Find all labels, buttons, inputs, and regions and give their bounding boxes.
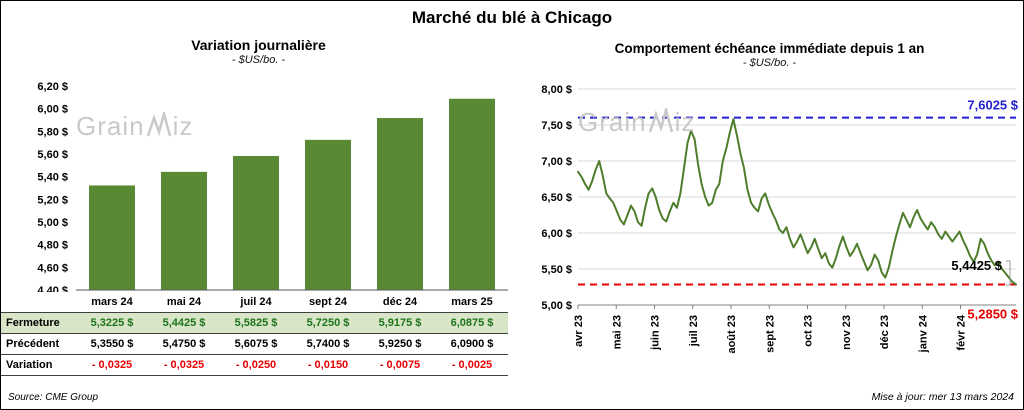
line-x-axis-tick-label: déc 23 <box>879 315 891 349</box>
last-price-bracket <box>1006 260 1011 286</box>
line-x-axis-tick-label: févr 24 <box>956 314 968 350</box>
page-title: Marché du blé à Chicago <box>411 8 613 27</box>
line-x-axis-tick-label: juil 23 <box>688 315 700 347</box>
line-x-axis-tick-label: mai 23 <box>611 315 623 349</box>
table-cell: 5,4425 $ <box>148 312 220 334</box>
reference-line-label: 7,6025 $ <box>967 98 1018 113</box>
source-note: Source: CME Group <box>8 392 99 403</box>
line-y-axis-tick-label: 8,00 $ <box>541 84 572 96</box>
bar-chart-subtitle: - $US/bo. - <box>231 54 286 66</box>
daily-variation-panel: Variation journalière - $US/bo. - Grain … <box>1 35 516 409</box>
line-x-axis-tick-label: oct 23 <box>803 315 815 347</box>
bar-y-axis-tick-label: 4,80 $ <box>37 240 68 252</box>
daily-variation-bar-chart: 6,20 $ 6,00 $ 5,80 $ 5,60 $ 5,40 $ 5,20 $ 5,00… <box>37 81 508 292</box>
bar-y-axis-tick-label: 5,40 $ <box>37 172 68 184</box>
line-x-axis-tick-label: janv 24 <box>917 314 929 353</box>
column-header: déc 24 <box>382 296 418 308</box>
bar-y-axis-tick-label: 5,20 $ <box>37 194 68 206</box>
reference-line-label: 5,2850 $ <box>967 306 1018 321</box>
table-cell: 5,9175 $ <box>364 312 436 334</box>
row-label: Variation <box>1 354 76 376</box>
line-y-axis-tick-label: 6,00 $ <box>541 228 572 240</box>
table-cell: - 0,0025 <box>436 354 508 376</box>
table-row-precedent: Précédent 5,3550 $ 5,4750 $ 5,6075 $ 5,7… <box>1 333 508 355</box>
bar-y-axis-tick-label: 4,60 $ <box>37 262 68 274</box>
bar-y-axis-tick-label: 5,00 $ <box>37 217 68 229</box>
column-header: juil 24 <box>240 296 272 308</box>
table-cell: 5,4750 $ <box>148 333 220 355</box>
line-x-axis-tick-label: sept 23 <box>764 315 776 353</box>
last-price-label: 5,4425 $ <box>951 258 1002 273</box>
line-x-axis-tick-label: août 23 <box>726 315 738 354</box>
column-header: mars 25 <box>451 296 493 308</box>
table-cell: 6,0900 $ <box>436 333 508 355</box>
front-month-line-chart: 8,00 $ 7,50 $ 7,00 $ 6,50 $ 6,00 $ 5,50 $ 5,00… <box>541 84 1018 354</box>
bar-y-axis-tick-label: 4,40 $ <box>37 285 68 292</box>
table-cell: 5,7400 $ <box>292 333 364 355</box>
table-cell: 5,3550 $ <box>76 333 148 355</box>
bar-mai 24 <box>161 171 207 290</box>
table-cell: 5,5825 $ <box>220 312 292 334</box>
front-month-panel: Comportement échéance immédiate depuis 1… <box>516 35 1023 409</box>
row-label: Fermeture <box>1 312 76 334</box>
table-cell: 5,6075 $ <box>220 333 292 355</box>
line-x-axis-tick-label: juin 23 <box>650 315 662 351</box>
column-header: sept 24 <box>309 296 347 308</box>
table-cell: - 0,0325 <box>148 354 220 376</box>
price-line <box>577 118 1017 286</box>
bar-juil 24 <box>233 155 279 290</box>
bar-mars 24 <box>89 185 135 290</box>
line-y-axis-tick-label: 5,50 $ <box>541 264 572 276</box>
line-x-axis-tick-label: avr 23 <box>573 315 585 347</box>
table-cell: - 0,0075 <box>364 354 436 376</box>
bar-y-axis-tick-label: 5,80 $ <box>37 126 68 138</box>
table-cell: - 0,0250 <box>220 354 292 376</box>
line-chart-subtitle: - $US/bo. - <box>742 57 797 69</box>
table-header-row: mars 24 mai 24 juil 24 sept 24 déc 24 ma… <box>1 292 508 313</box>
bar-y-axis-tick-label: 6,20 $ <box>37 81 68 93</box>
table-row-variation: Variation - 0,0325 - 0,0325 - 0,0250 - 0… <box>1 354 508 376</box>
table-cell: - 0,0325 <box>76 354 148 376</box>
line-y-axis-tick-label: 5,00 $ <box>541 300 572 312</box>
table-corner-cell <box>1 292 76 313</box>
update-note: Mise à jour: mer 13 mars 2024 <box>871 391 1014 403</box>
line-y-axis-tick-label: 7,50 $ <box>541 120 572 132</box>
bar-y-axis-tick-label: 5,60 $ <box>37 149 68 161</box>
table-cell: 5,3225 $ <box>76 312 148 334</box>
bar-chart-title: Variation journalière <box>191 37 326 53</box>
table-cell: - 0,0150 <box>292 354 364 376</box>
column-header: mars 24 <box>91 296 133 308</box>
contracts-table: mars 24 mai 24 juil 24 sept 24 déc 24 ma… <box>1 292 508 376</box>
table-cell: 5,9250 $ <box>364 333 436 355</box>
line-y-axis-tick-label: 6,50 $ <box>541 192 572 204</box>
bar-mars 25 <box>449 98 495 290</box>
row-label: Précédent <box>1 333 76 355</box>
bar-déc 24 <box>377 118 423 290</box>
line-chart-title: Comportement échéance immédiate depuis 1… <box>614 41 925 56</box>
line-x-axis-tick-label: nov 23 <box>841 315 853 350</box>
table-row-fermeture: Fermeture 5,3225 $ 5,4425 $ 5,5825 $ 5,7… <box>1 312 508 334</box>
table-cell: 6,0875 $ <box>436 312 508 334</box>
table-cell: 5,7250 $ <box>292 312 364 334</box>
column-header: mai 24 <box>166 296 202 308</box>
bar-sept 24 <box>305 139 351 290</box>
line-y-axis-tick-label: 7,00 $ <box>541 156 572 168</box>
bar-y-axis-tick-label: 6,00 $ <box>37 104 68 116</box>
